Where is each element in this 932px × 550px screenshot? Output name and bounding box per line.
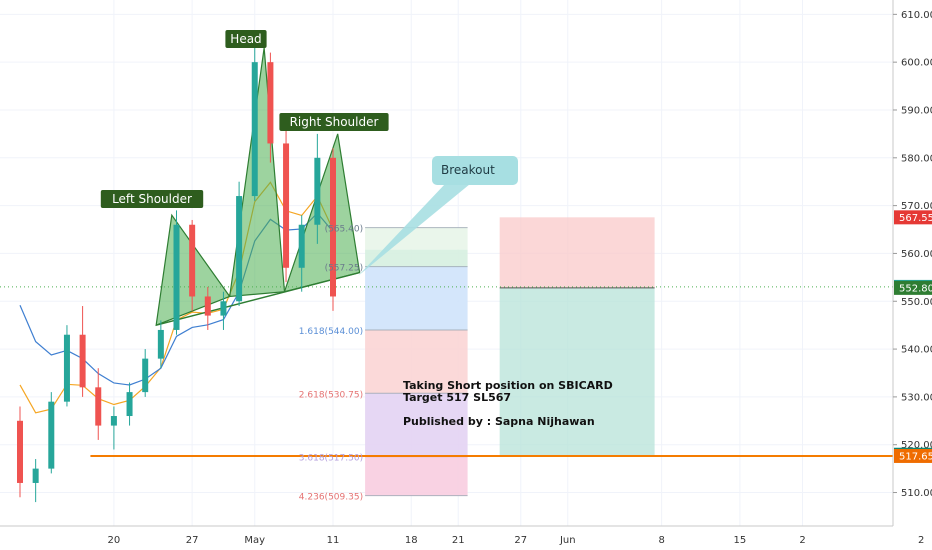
- candle-body: [236, 196, 243, 302]
- candle-body: [173, 224, 180, 330]
- candle-body: [63, 334, 70, 402]
- annotation-line-2: Target 517 SL567: [403, 391, 511, 404]
- time-tick-label: Jun: [559, 535, 576, 546]
- annotation-line-1: Taking Short position on SBICARD: [403, 379, 613, 392]
- price-tag-label: 567.55: [899, 213, 932, 224]
- time-tick-label: 27: [514, 535, 527, 546]
- time-tick-label: 20: [108, 535, 121, 546]
- candle-body: [48, 401, 55, 469]
- price-tick-label: 540.00: [901, 345, 932, 356]
- time-tick-label: 2: [799, 535, 805, 546]
- price-tag-box: [894, 448, 932, 463]
- candle-body: [32, 468, 39, 483]
- fib-and-position-zones: [365, 217, 655, 497]
- price-tick-label: 510.00: [901, 488, 932, 499]
- pattern-labels: Left Shoulder Head Right Shoulder Breakout (…: [100, 30, 518, 503]
- candle-body: [126, 392, 133, 417]
- fib-zone-red: [365, 329, 468, 394]
- fib-level-label: 4.236(509.35): [299, 493, 363, 503]
- price-tag-box: [894, 280, 932, 295]
- time-tick-label: 2: [918, 535, 924, 546]
- price-tick-label: 600.00: [901, 58, 932, 69]
- price-tick-label: 570.00: [901, 201, 932, 212]
- ema-slow-line: [19, 212, 334, 386]
- candle-body: [95, 387, 102, 426]
- price-tick-label: 610.00: [901, 10, 932, 21]
- fib-zone-mid: [365, 249, 468, 267]
- fib-level-label: 3.618(517.50): [299, 454, 363, 464]
- candle-body: [298, 224, 305, 268]
- candle-body: [17, 420, 23, 483]
- candle-body: [110, 416, 117, 426]
- fib-zone-purple: [365, 393, 468, 457]
- price-tick-label: 560.00: [901, 249, 932, 260]
- time-tick-label: 15: [734, 535, 747, 546]
- candle-body: [330, 157, 336, 297]
- price-tag-box: [894, 210, 932, 225]
- time-tick-label: 18: [405, 535, 418, 546]
- price-tag-label: 517.65: [899, 451, 932, 462]
- annotation-line-3: Published by : Sapna Nijhawan: [403, 415, 595, 428]
- right-shoulder-label-box: [279, 113, 389, 131]
- candle-body: [314, 157, 321, 225]
- candle-body: [157, 329, 164, 359]
- candlestick-series: [17, 43, 336, 503]
- candle-body: [79, 334, 86, 388]
- position-target-zone[interactable]: [499, 287, 655, 456]
- time-tick-label: 27: [186, 535, 199, 546]
- candle-body: [283, 143, 290, 268]
- time-tick-label: May: [244, 535, 265, 546]
- head-and-shoulders-pattern: [155, 47, 361, 327]
- left-shoulder-label-box: [100, 190, 204, 208]
- price-axis[interactable]: 610.00 600.00 590.00 580.00 570.00 560.00 550.…: [893, 10, 932, 499]
- time-axis[interactable]: 20 27 May 11 18 21 27 Jun 8 15 2 2: [108, 535, 925, 546]
- price-tick-label: 550.00: [901, 297, 932, 308]
- fib-level-label: (565.40): [325, 225, 364, 235]
- price-tick-label: 520.00: [901, 440, 932, 451]
- time-tick-label: 11: [327, 535, 340, 546]
- neckline[interactable]: [155, 271, 360, 326]
- left-shoulder-label-text: Left Shoulder: [112, 192, 192, 206]
- price-tag-label: 552.80: [899, 283, 932, 294]
- breakout-callout-text: Breakout: [441, 163, 495, 177]
- time-tick-label: 21: [452, 535, 465, 546]
- breakout-callout-box: [432, 156, 518, 185]
- trade-annotation: Taking Short position on SBICARD Target …: [403, 379, 613, 428]
- fib-level-label: 1.618(544.00): [299, 327, 363, 337]
- time-tick-label: 8: [658, 535, 664, 546]
- candle-body: [220, 301, 227, 316]
- fib-zone-blue: [365, 266, 468, 330]
- fib-level-label: (557.25): [325, 264, 364, 274]
- candle-body: [142, 358, 149, 393]
- candle-body: [251, 62, 258, 197]
- position-stop-zone[interactable]: [499, 217, 655, 288]
- price-tick-label: 530.00: [901, 392, 932, 403]
- fib-zone-top: [365, 227, 468, 250]
- head-label-text: Head: [230, 32, 261, 46]
- price-tick-label: 580.00: [901, 153, 932, 164]
- candle-body: [189, 224, 196, 297]
- candle-body: [204, 296, 211, 316]
- price-tick-label: 590.00: [901, 105, 932, 116]
- head-label-box: [225, 30, 267, 48]
- breakout-callout-pointer: [358, 184, 470, 276]
- right-shoulder-label-text: Right Shoulder: [290, 115, 379, 129]
- fib-zone-pink: [365, 456, 468, 496]
- candle-body: [267, 62, 274, 144]
- fib-level-label: 2.618(530.75): [299, 390, 363, 400]
